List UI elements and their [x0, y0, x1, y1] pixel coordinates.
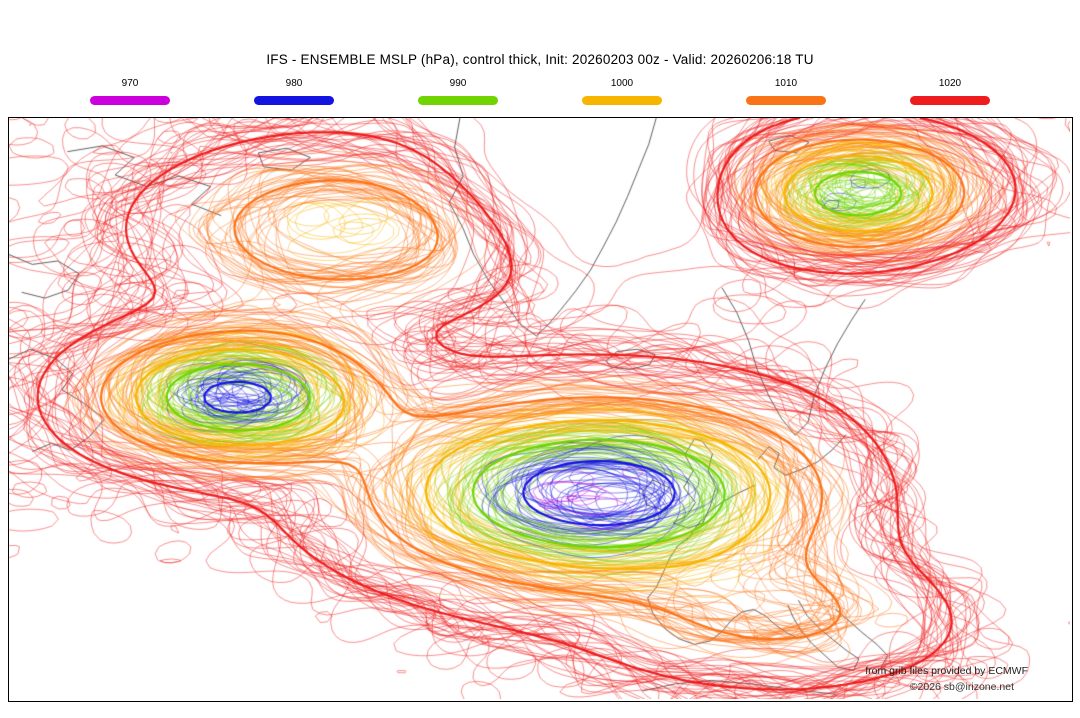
legend-label: 1020 [938, 78, 962, 89]
legend-swatch [418, 96, 498, 105]
legend-swatch [90, 96, 170, 105]
ensemble-map-canvas [9, 118, 1070, 699]
legend-item-1020: 1020 [895, 78, 1005, 105]
legend-swatch [910, 96, 990, 105]
credit-copyright: ©2026 sb@irizone.net [909, 681, 1014, 693]
legend-label: 1010 [774, 78, 798, 89]
chart-title: IFS - ENSEMBLE MSLP (hPa), control thick… [266, 52, 814, 67]
map-frame: from grib files provided by ECMWF ©2026 … [8, 117, 1073, 702]
legend-label: 980 [285, 78, 303, 89]
legend-item-970: 970 [75, 78, 185, 105]
pressure-legend: 970 980 990 1000 1010 1020 [75, 78, 1005, 105]
legend-label: 970 [121, 78, 139, 89]
legend-label: 1000 [610, 78, 634, 89]
legend-item-980: 980 [239, 78, 349, 105]
credit-source: from grib files provided by ECMWF [865, 665, 1028, 677]
legend-label: 990 [449, 78, 467, 89]
legend-swatch [582, 96, 662, 105]
legend-item-1000: 1000 [567, 78, 677, 105]
legend-swatch [254, 96, 334, 105]
legend-swatch [746, 96, 826, 105]
legend-item-1010: 1010 [731, 78, 841, 105]
legend-item-990: 990 [403, 78, 513, 105]
